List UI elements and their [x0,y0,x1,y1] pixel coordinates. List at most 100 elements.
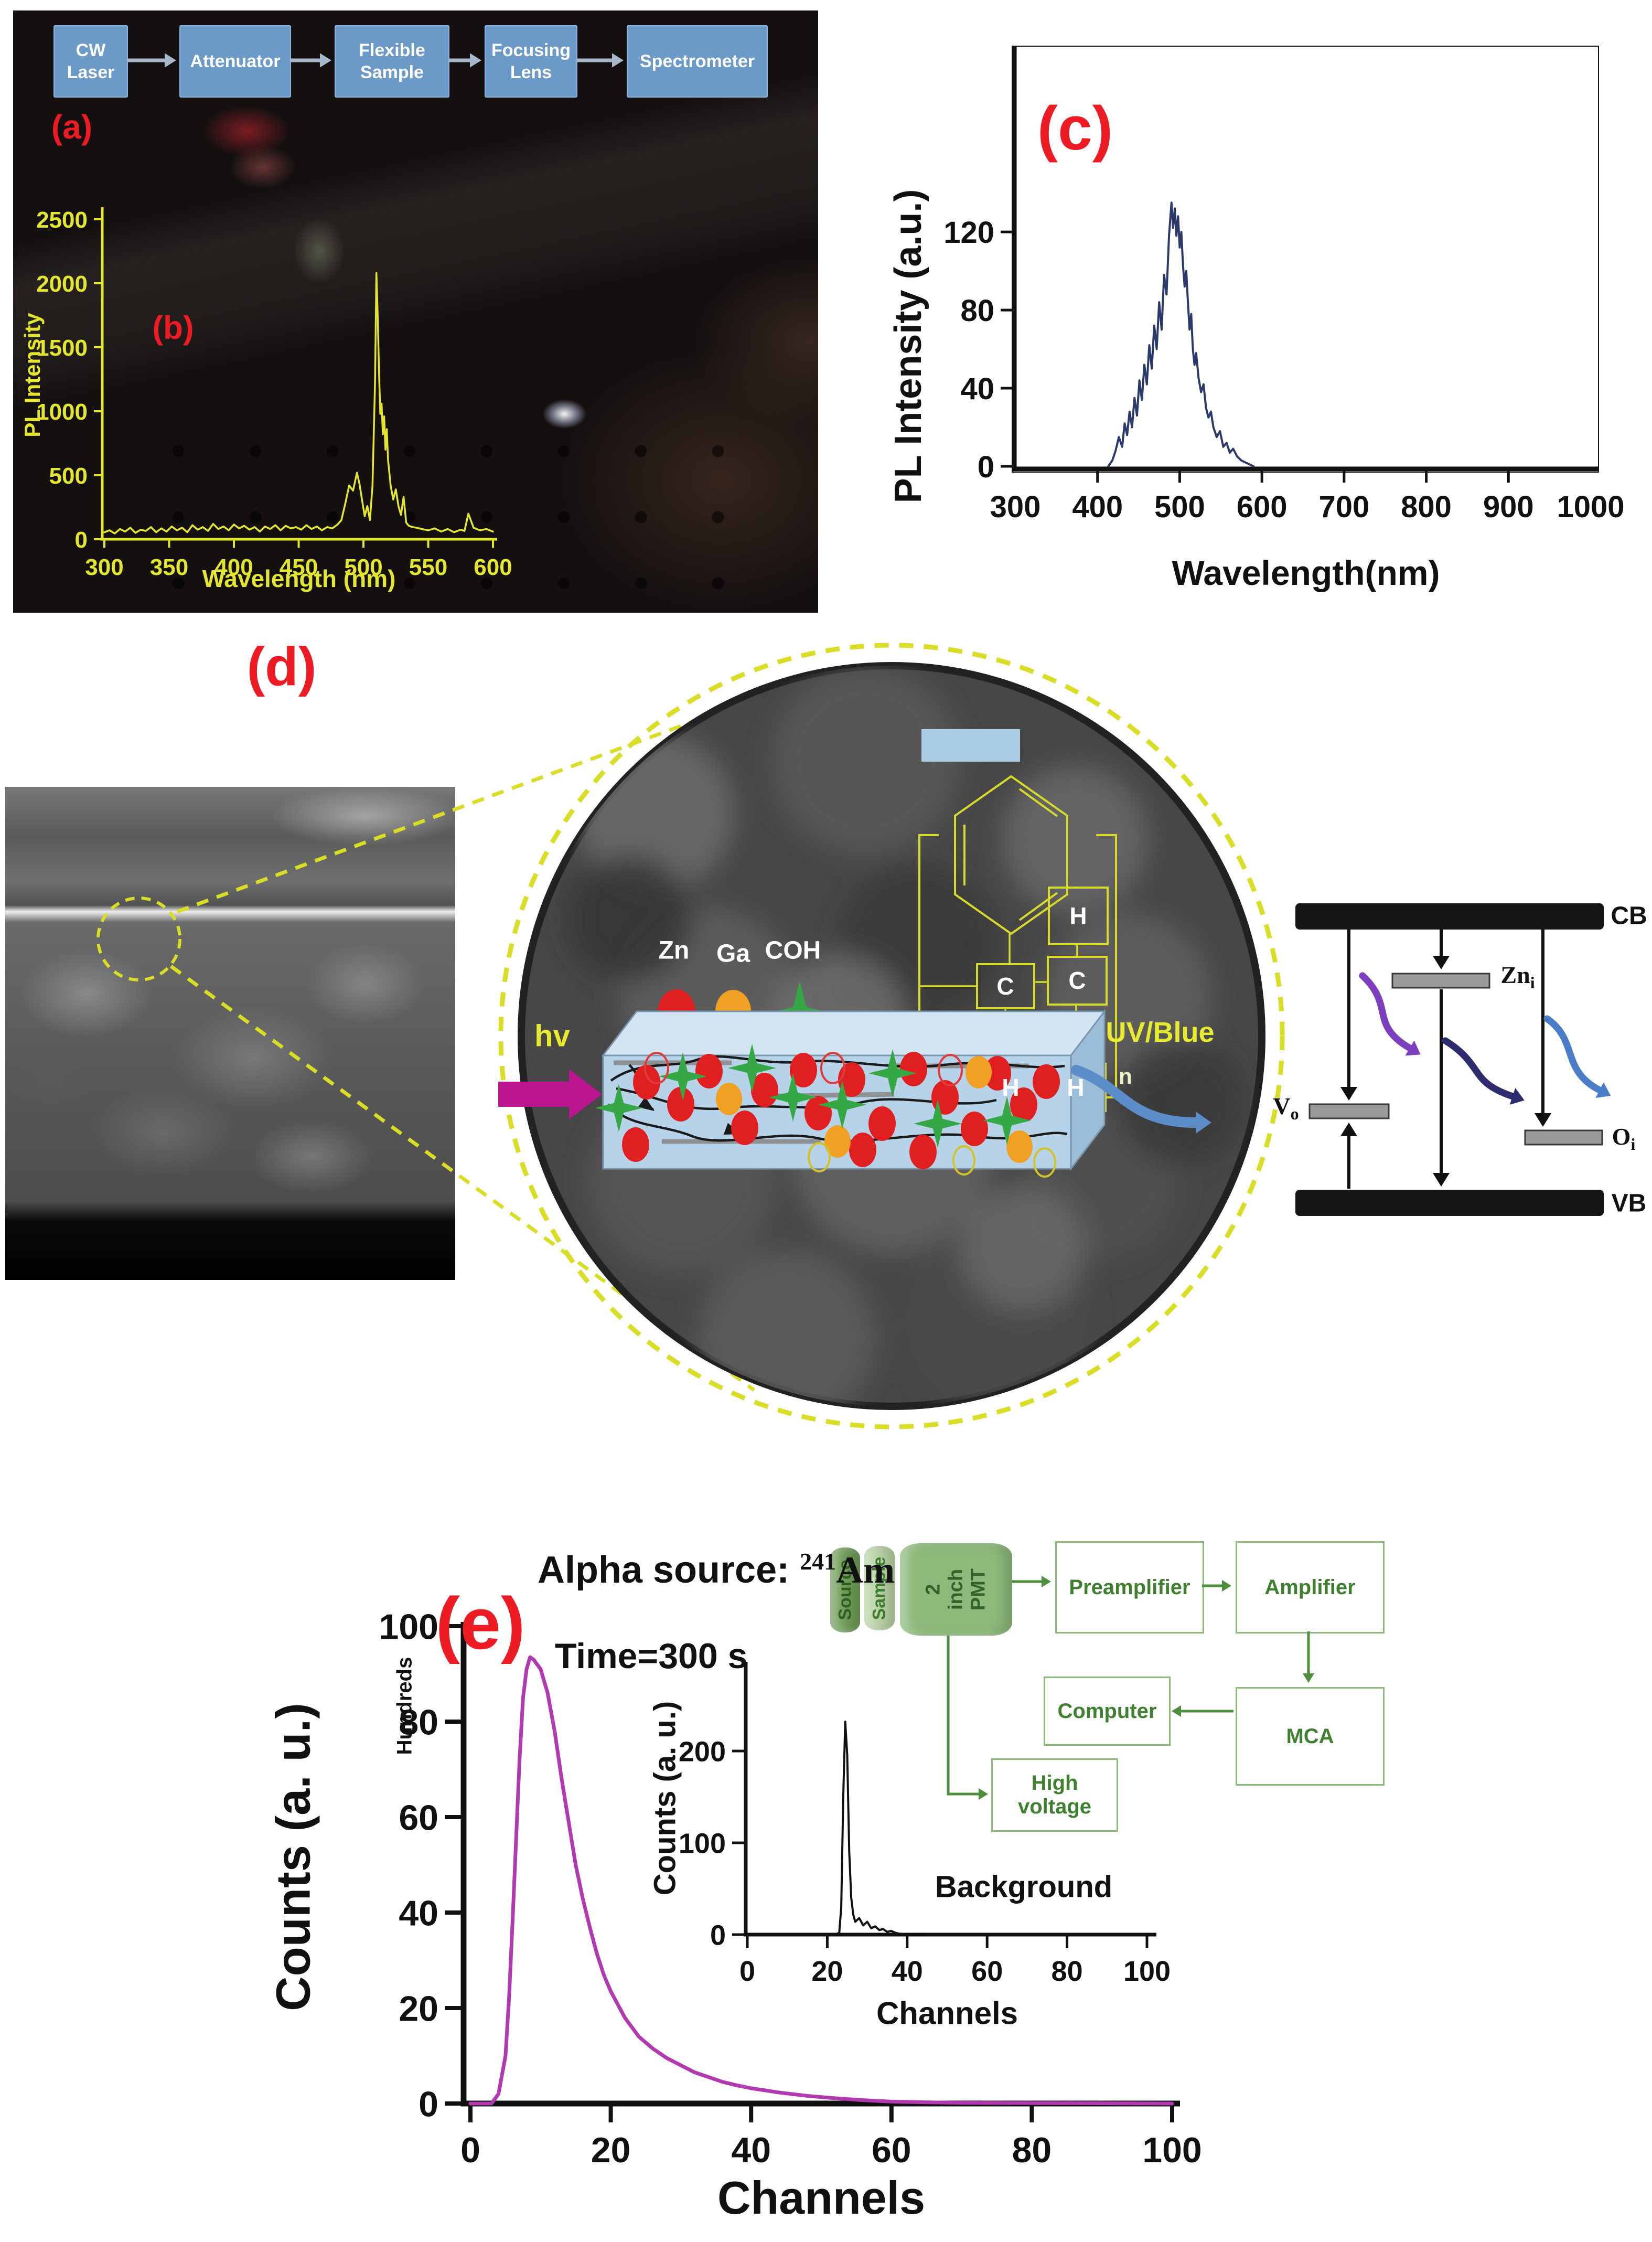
x-tick-label: 550 [409,554,447,580]
x-tick-label: 80 [1052,1956,1083,1987]
background-annotation: Background [935,1870,1113,1904]
chart-e-yunits: Hundreds [393,1657,416,1755]
sample-cylinder: Sample [864,1546,895,1630]
isotope-mass-number: 241 [800,1548,836,1575]
data-series [746,1721,1148,1936]
y-tick-label: 500 [49,463,88,489]
cb-label: CB [1611,902,1647,930]
x-tick-label: 900 [1483,490,1534,524]
y-tick-label: 100 [379,1607,438,1647]
oi-label: Oi [1612,1123,1636,1154]
y-tick-label: 2000 [36,271,88,297]
y-tick-label: 40 [960,372,994,406]
amplifier-box: Amplifier [1236,1541,1385,1634]
zn-dot-icon [1033,1064,1060,1099]
panel-label-a: (a) [51,108,93,146]
amplifier-label: Amplifier [1264,1575,1356,1599]
zn-dot-icon [695,1054,723,1088]
flow-box-cw-laser: CW Laser [53,25,128,98]
slab-top-face [601,1010,1107,1056]
zn-dot-icon [909,1135,937,1169]
x-tick-label: 300 [990,490,1041,524]
chart-c-ylabel: PL Intensity (a.u.) [887,189,929,504]
x-tick-label: 40 [731,2130,771,2170]
pmt-to-hv-line [947,1636,965,1796]
purple-emission-arrow-head [1405,1040,1421,1056]
atom-box [1048,887,1109,945]
flow-box-attenuator: Attenuator [179,25,291,98]
panel-label-c: (c) [1037,94,1113,163]
flow-box-label: Attenuator [190,51,281,71]
zoom-ring-dashed [498,643,1285,1429]
data-series [103,272,494,535]
legend-zn-label: Zn [658,936,690,965]
cb-band [1295,903,1604,930]
y-tick-label: 2500 [36,207,88,233]
panel-label-d: (d) [246,636,317,698]
y-tick-label: 40 [399,1893,438,1933]
uv-blue-arrow-icon-head [1196,1112,1211,1134]
preamplifier-box: Preamplifier [1055,1541,1204,1634]
benzene-double-bond [1018,788,1058,817]
vacancy-red-icon [644,1052,669,1084]
uv-blue-arrow-icon [1071,1065,1201,1128]
coh-star-icon [914,1099,962,1148]
coh-star-icon [659,1052,707,1101]
x-tick-label: 600 [1237,490,1288,524]
flow-arrow-icon-head [470,53,481,68]
uv-blue-label: UV/Blue [1106,1017,1215,1048]
y-tick-label: 0 [75,527,88,553]
y-tick-label: 0 [710,1919,726,1951]
flow-box-label: CW Laser [67,40,115,83]
inset-ylabel: Counts (a. u.) [648,1701,682,1896]
chart-c-xlabel: Wavelength(nm) [1172,553,1440,592]
amp-to-mca-arrow-head [1302,1673,1315,1683]
zn-dot-icon [984,1056,1011,1091]
y-tick-label: 120 [943,216,994,250]
zn-dot-icon [622,1127,649,1162]
mca-to-computer-arrow-head [1172,1705,1181,1717]
flow-box-spectrometer: Spectrometer [627,25,768,98]
navy-emission-arrow-head [1509,1088,1525,1105]
time-label: Time=300 s [555,1636,748,1676]
polymer-h-bottom-left: H [1002,1074,1020,1101]
hv-arrow-icon [498,1069,602,1119]
zoom-connector-top [176,690,773,914]
vacancy-yellow-icon [808,1142,831,1172]
ga-dot-icon [716,1083,742,1115]
zn-dot-icon [868,1106,896,1141]
x-tick-label: 400 [1072,490,1123,524]
legend-ga-label: Ga [716,939,750,968]
y-tick-label: 0 [419,2084,438,2124]
ga-dot-icon [966,1056,992,1088]
cb-to-zni-arrow-head [1432,956,1450,969]
vb-to-vo-arrow-head [1340,1123,1358,1136]
vacancy-yellow-icon [952,1145,975,1176]
experiment-photo [13,10,818,613]
y-tick-label: 1000 [36,399,88,425]
benzene-double-bond [1018,892,1058,921]
x-tick-label: 450 [280,554,318,580]
computer-label: Computer [1057,1699,1157,1723]
purple-emission-arrow [1359,972,1413,1052]
coh-star-icon [983,1096,1031,1145]
zn-dot-icon [849,1133,876,1167]
vacancy-yellow-icon [1033,1147,1056,1178]
cb-to-oi-arrow-head [1534,1113,1552,1127]
zoom-connector-bottom [169,965,756,1392]
legend-coh-label: COH [765,936,821,965]
zni-to-vb-arrow-head [1432,1173,1450,1187]
flow-arrow-icon-head [320,53,331,68]
x-tick-label: 600 [474,554,512,580]
coh-star-icon [728,1044,776,1092]
x-tick-label: 0 [460,2130,480,2170]
zn-dot-icon [751,1073,778,1107]
flow-box-flexible-sample: Flexible Sample [335,25,449,98]
coh-star-icon [818,1081,866,1129]
data-series [1107,201,1255,467]
mca-box: MCA [1236,1687,1385,1786]
x-tick-label: 350 [150,554,188,580]
vo-label: Vo [1273,1092,1299,1124]
polymer-n-subscript: n [1119,1064,1132,1088]
